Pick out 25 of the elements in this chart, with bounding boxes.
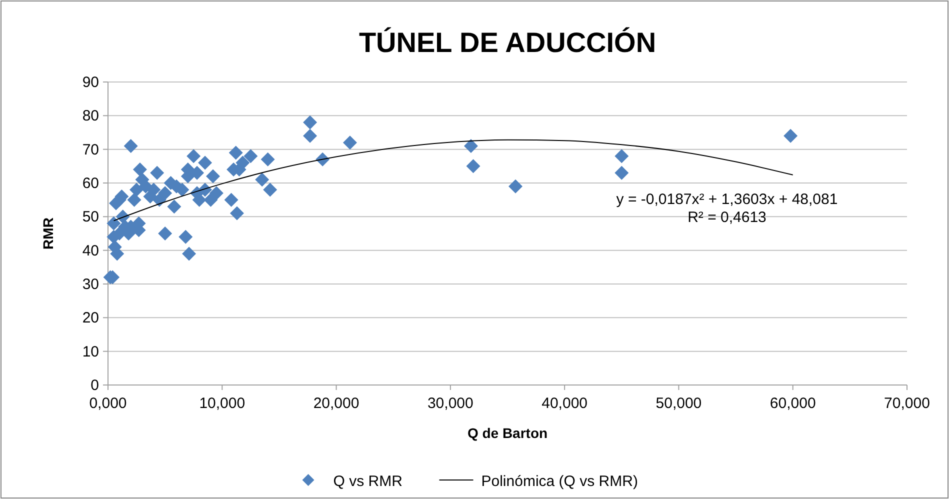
y-tick-label: 10 [82, 343, 99, 360]
y-tick-label: 90 [82, 74, 99, 91]
y-tick-label: 80 [82, 108, 99, 125]
y-axis-title: RMR [40, 218, 56, 250]
legend-label: Q vs RMR [333, 473, 403, 490]
x-tick-label: 30,000 [427, 395, 474, 412]
annotation: R² = 0,4613 [688, 209, 766, 226]
y-tick-label: 0 [90, 377, 99, 394]
y-tick-label: 20 [82, 310, 99, 327]
legend-label: Polinómica (Q vs RMR) [481, 473, 638, 490]
x-tick-label: 40,000 [542, 395, 588, 412]
chart-title: TÚNEL DE ADUCCIÓN [358, 27, 656, 58]
x-tick-label: 60,000 [770, 395, 816, 412]
x-axis-title: Q de Barton [467, 425, 548, 441]
x-tick-label: 20,000 [313, 395, 360, 412]
y-tick-label: 60 [82, 175, 99, 192]
x-tick-label: 0,000 [89, 395, 127, 412]
y-tick-label: 40 [82, 242, 99, 260]
x-tick-label: 70,000 [884, 395, 930, 412]
x-tick-label: 10,000 [199, 395, 246, 412]
y-tick-label: 50 [82, 208, 99, 226]
y-tick-label: 30 [82, 276, 99, 293]
x-tick-label: 50,000 [656, 395, 702, 412]
y-tick-label: 70 [82, 141, 99, 158]
annotation: y = -0,0187x² + 1,3603x + 48,081 [616, 191, 838, 208]
